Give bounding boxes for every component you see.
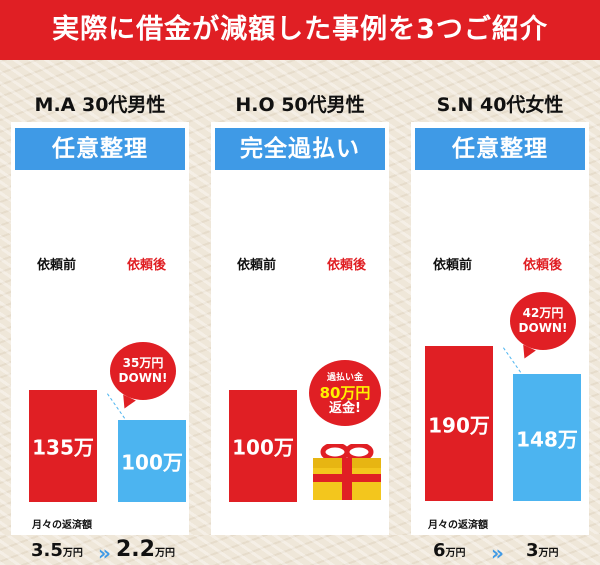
case-person: M.A 30代男性: [34, 94, 166, 116]
monthly-after-unit: 万円: [154, 548, 175, 559]
after-label: 依頼後: [127, 258, 167, 273]
bubble-amount: 35万円: [122, 356, 164, 370]
double-chevron-right-icon: »: [98, 541, 111, 565]
case-type: 任意整理: [415, 128, 585, 170]
case-panel: 任意整理 依頼前 依頼後 135万 100万 35万円 DOWN! 月々の返済額…: [11, 122, 189, 565]
before-bar: 100万: [229, 390, 297, 502]
page-title: 実際に借金が減額した事例を3つご紹介: [0, 0, 600, 60]
monthly-before: 6万円: [433, 540, 466, 561]
case-panel: 任意整理 依頼前 依頼後 190万 148万 42万円 DOWN! 月々の返済額…: [411, 122, 589, 565]
monthly-after-value: 2.2: [116, 537, 155, 562]
after-label: 依頼後: [523, 258, 563, 273]
monthly-before-value: 6: [433, 540, 446, 561]
case-person: S.N 40代女性: [436, 94, 564, 116]
before-amount: 100万: [232, 435, 294, 460]
monthly-label: 月々の返済額: [32, 520, 92, 531]
case-type: 完全過払い: [215, 128, 385, 170]
monthly-label: 月々の返済額: [428, 520, 488, 531]
before-label: 依頼前: [37, 258, 77, 273]
after-bar: 148万: [513, 374, 581, 501]
monthly-before-unit: 万円: [62, 548, 83, 559]
bubble-down: DOWN!: [518, 321, 568, 335]
before-bar: 190万: [425, 346, 493, 501]
case-panel: 完全過払い 依頼前 依頼後 100万 過払い金 80万円 返金!: [211, 122, 389, 535]
case-card-3: S.N 40代女性 任意整理 依頼前 依頼後 190万 148万 42万円 DO…: [411, 60, 589, 565]
reduction-bubble: 42万円 DOWN!: [510, 292, 576, 362]
refund-bubble: 過払い金 80万円 返金!: [309, 360, 381, 426]
monthly-after-unit: 万円: [538, 548, 559, 559]
after-bar: 100万: [118, 420, 186, 502]
before-bar: 135万: [29, 390, 97, 502]
monthly-before-value: 3.5: [31, 540, 63, 561]
before-amount: 135万: [32, 435, 94, 460]
case-card-2: H.O 50代男性 完全過払い 依頼前 依頼後 100万 過払い金 80万円 返…: [211, 60, 389, 535]
case-type: 任意整理: [15, 128, 185, 170]
bubble-refund: 返金!: [329, 400, 361, 416]
case-person: H.O 50代男性: [235, 94, 365, 116]
after-amount: 148万: [516, 427, 578, 451]
monthly-before: 3.5万円: [31, 540, 83, 561]
after-label: 依頼後: [327, 258, 367, 273]
monthly-after: 3万円: [526, 540, 559, 561]
after-amount: 100万: [121, 450, 183, 475]
connector-line: [503, 347, 522, 373]
gift-box-icon: [313, 444, 381, 500]
before-amount: 190万: [428, 413, 490, 437]
bubble-amount: 42万円: [522, 306, 564, 320]
monthly-after-value: 3: [526, 540, 539, 561]
bubble-caption: 過払い金: [326, 372, 363, 383]
case-card-1: M.A 30代男性 任意整理 依頼前 依頼後 135万 100万 35万円 DO…: [11, 60, 189, 565]
double-chevron-right-icon: »: [491, 541, 504, 565]
bubble-down: DOWN!: [118, 371, 168, 385]
before-label: 依頼前: [433, 258, 473, 273]
monthly-after: 2.2万円: [116, 537, 175, 562]
monthly-before-unit: 万円: [445, 548, 466, 559]
reduction-bubble: 35万円 DOWN!: [110, 342, 176, 412]
bubble-amount: 80万円: [319, 383, 371, 402]
before-label: 依頼前: [237, 258, 277, 273]
